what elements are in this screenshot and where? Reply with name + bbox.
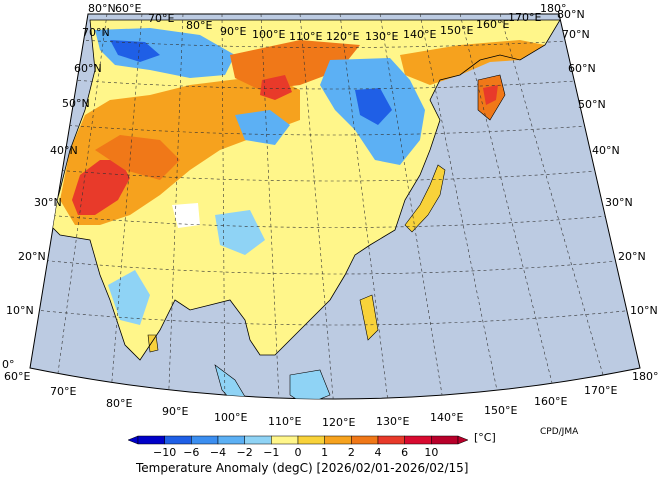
colorbar-tick-label: 1 — [321, 446, 328, 459]
lat-right-80n: 80°N — [557, 8, 585, 21]
lat-right-50n: 50°N — [578, 98, 606, 111]
lon-top-80e: 80°E — [186, 19, 212, 32]
lon-top-120e: 120°E — [326, 30, 359, 43]
lon-bottom-60e: 60°E — [4, 370, 30, 383]
colorbar: −10 −6 −4 −2 −1 0 1 2 4 6 10 — [127, 435, 469, 459]
land-sri-lanka — [147, 334, 159, 353]
lon-top-140e: 140°E — [403, 28, 436, 41]
lat-right-10n: 10°N — [630, 304, 658, 317]
colorbar-tick-label: −6 — [183, 446, 199, 459]
map-caption: Temperature Anomaly (degC) [2026/02/01-2… — [135, 461, 468, 475]
lon-bottom-100e: 100°E — [214, 411, 247, 424]
region-kazakh-orange — [95, 135, 180, 180]
lat-right-40n: 40°N — [592, 144, 620, 157]
lon-top-180: 180° — [540, 2, 567, 15]
colorbar-tick-label: −1 — [263, 446, 279, 459]
lon-bottom-110e: 110°E — [268, 415, 301, 428]
land-field — [34, 14, 636, 399]
colorbar-swatch — [431, 435, 459, 445]
colorbar-tick-label: 2 — [348, 446, 355, 459]
colorbar-swatch — [404, 435, 432, 445]
land-borneo — [289, 369, 331, 399]
lat-right-30n: 30°N — [605, 196, 633, 209]
colorbar-swatch — [217, 435, 245, 445]
lon-top-70e: 70°E — [148, 12, 174, 25]
colorbar-swatch — [324, 435, 352, 445]
lat-left-50n: 50°N — [62, 97, 90, 110]
lon-labels-top: 60°E 70°E 80°E 90°E 100°E 110°E 120°E 13… — [115, 2, 567, 43]
colorbar-min-arrow — [127, 435, 139, 445]
lat-left-10n: 10°N — [6, 304, 34, 317]
lon-labels-bottom: 60°E 70°E 80°E 90°E 100°E 110°E 120°E 13… — [4, 370, 659, 429]
credit-label: CPD/JMA — [540, 427, 579, 437]
lat-left-70n: 70°N — [82, 26, 110, 39]
lon-top-110e: 110°E — [289, 30, 322, 43]
lon-top-60e: 60°E — [115, 2, 141, 15]
colorbar-max-arrow — [457, 435, 469, 445]
lat-right-20n: 20°N — [618, 250, 646, 263]
lat-left-0: 0° — [2, 358, 15, 371]
lon-top-150e: 150°E — [440, 24, 473, 37]
region-east-siberia-warm — [400, 40, 545, 85]
lon-bottom-70e: 70°E — [50, 385, 76, 398]
graticule — [34, 14, 636, 399]
lon-bottom-130e: 130°E — [376, 415, 409, 428]
colorbar-tick-label: 0 — [295, 446, 302, 459]
lat-left-80n: 80°N — [88, 2, 116, 15]
region-siberia-core-cold — [110, 40, 160, 62]
region-india-cool — [108, 270, 150, 325]
lon-bottom-90e: 90°E — [162, 405, 188, 418]
lat-labels-left: 80°N 70°N 60°N 50°N 40°N 30°N 20°N 10°N … — [2, 2, 116, 371]
lat-right-70n: 70°N — [562, 28, 590, 41]
region-siberia-hot-spot — [260, 75, 292, 100]
colorbar-swatch — [271, 435, 299, 445]
region-no-data-tibet — [172, 203, 200, 228]
lon-bottom-180: 180° — [632, 370, 659, 383]
colorbar-swatch — [377, 435, 405, 445]
colorbar-swatch — [137, 435, 165, 445]
lon-top-170e: 170°E — [508, 11, 541, 24]
lat-left-30n: 30°N — [34, 196, 62, 209]
colorbar-tick-label: 6 — [401, 446, 408, 459]
region-kamchatka-hot — [483, 85, 498, 105]
lon-bottom-120e: 120°E — [322, 416, 355, 429]
lon-top-160e: 160°E — [476, 18, 509, 31]
lon-bottom-160e: 160°E — [534, 395, 567, 408]
lat-left-60n: 60°N — [74, 62, 102, 75]
region-china-cool-south — [215, 210, 265, 255]
colorbar-swatch — [297, 435, 325, 445]
lon-bottom-150e: 150°E — [484, 404, 517, 417]
lat-left-20n: 20°N — [18, 250, 46, 263]
colorbar-tick-label: 4 — [375, 446, 382, 459]
coastline-asia — [49, 19, 561, 361]
lat-left-40n: 40°N — [50, 144, 78, 157]
colorbar-tick-label: 10 — [424, 446, 438, 459]
colorbar-unit: [°C] — [474, 431, 496, 444]
colorbar-swatch — [244, 435, 272, 445]
lon-top-100e: 100°E — [252, 28, 285, 41]
land-philippines — [359, 294, 379, 341]
colorbar-swatch — [164, 435, 192, 445]
lon-bottom-140e: 140°E — [430, 411, 463, 424]
lat-labels-right: 80°N 70°N 60°N 50°N 40°N 30°N 20°N 10°N — [557, 8, 658, 317]
colorbar-tick-label: −2 — [237, 446, 253, 459]
region-siberia-west-cold — [95, 28, 235, 78]
lat-right-60n: 60°N — [568, 62, 596, 75]
colorbar-tick-label: −4 — [210, 446, 226, 459]
lon-bottom-80e: 80°E — [106, 397, 132, 410]
land-japan — [404, 164, 446, 233]
colorbar-swatch — [351, 435, 379, 445]
region-iran-hot — [72, 160, 130, 215]
region-manchuria-core-cold — [355, 88, 392, 125]
colorbar-tick-label: −10 — [153, 446, 176, 459]
region-altai-cold — [235, 110, 290, 145]
region-siberia-central-warm — [230, 40, 360, 90]
colorbar-swatch — [191, 435, 219, 445]
lon-top-90e: 90°E — [220, 25, 246, 38]
lon-top-130e: 130°E — [365, 30, 398, 43]
lon-bottom-170e: 170°E — [584, 384, 617, 397]
